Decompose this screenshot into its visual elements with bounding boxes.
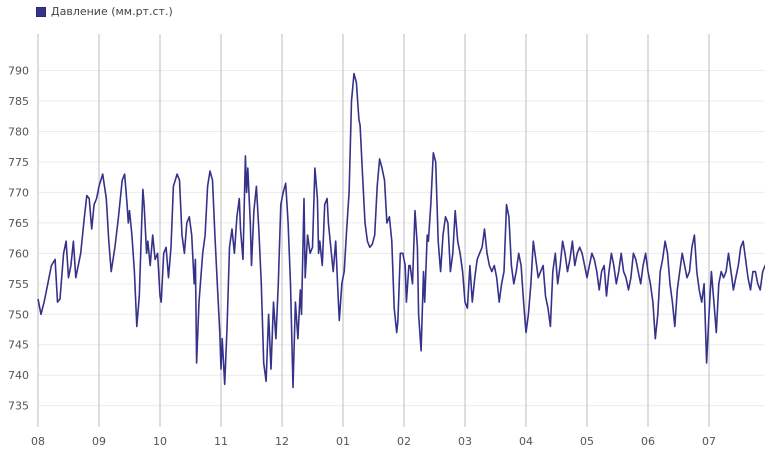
y-axis-tick-labels: 735 740 745 750 755 760 765 770 775 780 785 790 — [8, 65, 29, 413]
y-tick-label-765: 765 — [8, 217, 29, 230]
y-tick-label-770: 770 — [8, 186, 29, 199]
x-tick-label-03: 03 — [458, 435, 472, 448]
legend-swatch — [36, 7, 46, 17]
x-tick-label-09: 09 — [92, 435, 106, 448]
x-tick-label-05: 05 — [580, 435, 594, 448]
y-tick-label-745: 745 — [8, 339, 29, 352]
y-tick-label-775: 775 — [8, 156, 29, 169]
x-tick-label-01: 01 — [336, 435, 350, 448]
x-tick-label-10: 10 — [153, 435, 167, 448]
y-tick-label-755: 755 — [8, 278, 29, 291]
x-axis-tick-labels: 08 09 10 11 12 01 02 03 04 05 06 07 — [31, 435, 716, 448]
x-tick-label-04: 04 — [519, 435, 533, 448]
x-tick-label-06: 06 — [641, 435, 655, 448]
y-tick-label-735: 735 — [8, 400, 29, 413]
series-line-pressure[interactable] — [37, 72, 765, 389]
y-tick-label-785: 785 — [8, 95, 29, 108]
x-tick-label-07: 07 — [702, 435, 716, 448]
y-tick-label-760: 760 — [8, 247, 29, 260]
horizontal-gridlines — [38, 70, 765, 407]
legend-label: Давление (мм.рт.ст.) — [51, 5, 173, 18]
y-tick-label-740: 740 — [8, 369, 29, 382]
x-tick-label-12: 12 — [275, 435, 289, 448]
vertical-gridlines — [37, 34, 710, 427]
y-tick-label-790: 790 — [8, 65, 29, 78]
y-tick-label-780: 780 — [8, 125, 29, 138]
y-tick-label-750: 750 — [8, 308, 29, 321]
x-tick-label-11: 11 — [214, 435, 228, 448]
chart-legend[interactable]: Давление (мм.рт.ст.) — [36, 5, 173, 19]
x-tick-label-08: 08 — [31, 435, 45, 448]
x-tick-label-02: 02 — [397, 435, 411, 448]
